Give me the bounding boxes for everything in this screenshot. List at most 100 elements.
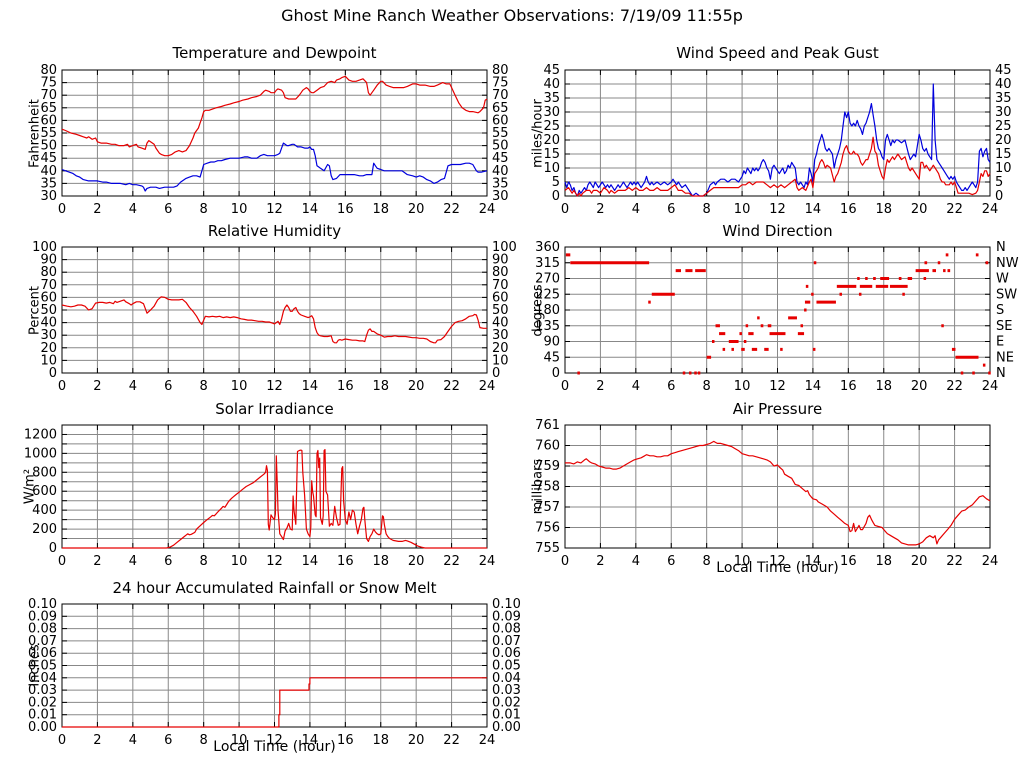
svg-text:70: 70 (40, 278, 57, 293)
svg-text:12: 12 (266, 733, 283, 748)
svg-text:20: 20 (911, 202, 928, 217)
svg-text:18: 18 (875, 554, 892, 569)
svg-text:65: 65 (40, 101, 57, 116)
svg-text:12: 12 (266, 554, 283, 569)
svg-text:12: 12 (769, 202, 786, 217)
svg-text:N: N (996, 240, 1006, 255)
svg-text:4: 4 (129, 202, 137, 217)
x-axis-label-pressure: Local Time (hour) (716, 560, 839, 576)
svg-text:0.02: 0.02 (28, 695, 57, 710)
svg-text:0.00: 0.00 (492, 720, 521, 735)
svg-text:45: 45 (543, 63, 560, 78)
svg-text:35: 35 (543, 91, 560, 106)
svg-text:8: 8 (703, 554, 711, 569)
svg-text:2: 2 (93, 733, 101, 748)
svg-text:45: 45 (543, 350, 560, 365)
svg-text:0.08: 0.08 (28, 622, 57, 637)
svg-text:65: 65 (492, 101, 509, 116)
svg-text:14: 14 (805, 202, 822, 217)
svg-text:10: 10 (995, 161, 1012, 176)
svg-text:6: 6 (164, 733, 172, 748)
svg-text:55: 55 (40, 126, 57, 141)
svg-text:20: 20 (911, 554, 928, 569)
svg-text:12: 12 (769, 379, 786, 394)
svg-text:16: 16 (337, 554, 354, 569)
svg-text:14: 14 (805, 554, 822, 569)
svg-text:24: 24 (479, 202, 496, 217)
svg-text:14: 14 (805, 379, 822, 394)
svg-text:0: 0 (58, 733, 66, 748)
svg-text:22: 22 (443, 202, 460, 217)
svg-text:45: 45 (40, 151, 57, 166)
svg-text:0.01: 0.01 (492, 708, 521, 723)
svg-text:0.10: 0.10 (28, 597, 57, 612)
svg-text:12: 12 (769, 554, 786, 569)
svg-text:8: 8 (703, 379, 711, 394)
svg-text:22: 22 (946, 202, 963, 217)
svg-text:800: 800 (32, 465, 57, 480)
svg-text:40: 40 (40, 316, 57, 331)
svg-text:18: 18 (875, 202, 892, 217)
svg-text:0.05: 0.05 (492, 659, 521, 674)
chart-title-humidity: Relative Humidity (207, 222, 342, 240)
svg-text:35: 35 (40, 176, 57, 191)
svg-text:0.06: 0.06 (492, 646, 521, 661)
svg-text:35: 35 (492, 176, 509, 191)
svg-text:8: 8 (200, 554, 208, 569)
svg-text:225: 225 (535, 287, 560, 302)
svg-text:24: 24 (982, 554, 999, 569)
svg-text:20: 20 (40, 341, 57, 356)
svg-text:0.08: 0.08 (492, 622, 521, 637)
solar-irradiance-chart: 0 2 4 6 8 10 12 14 16 18 20 22 240200400600800100012… (24, 424, 495, 569)
svg-text:22: 22 (443, 379, 460, 394)
svg-text:4: 4 (129, 379, 137, 394)
svg-text:16: 16 (337, 733, 354, 748)
svg-text:15: 15 (995, 147, 1012, 162)
svg-text:0.05: 0.05 (28, 659, 57, 674)
svg-text:10: 10 (231, 202, 248, 217)
svg-text:55: 55 (492, 126, 509, 141)
svg-text:0.09: 0.09 (492, 609, 521, 624)
svg-text:20: 20 (408, 379, 425, 394)
svg-text:0.09: 0.09 (28, 609, 57, 624)
svg-text:30: 30 (40, 328, 57, 343)
svg-text:759: 759 (535, 459, 560, 474)
svg-text:600: 600 (32, 484, 57, 499)
svg-text:NE: NE (996, 350, 1014, 365)
svg-text:30: 30 (492, 328, 509, 343)
svg-text:30: 30 (492, 189, 509, 204)
svg-text:0.00: 0.00 (28, 720, 57, 735)
svg-text:24: 24 (479, 733, 496, 748)
svg-text:0.07: 0.07 (28, 634, 57, 649)
svg-text:18: 18 (372, 733, 389, 748)
svg-text:SW: SW (996, 287, 1017, 302)
svg-text:5: 5 (995, 175, 1003, 190)
svg-text:20: 20 (408, 554, 425, 569)
svg-text:0: 0 (58, 202, 66, 217)
svg-text:45: 45 (492, 151, 509, 166)
svg-text:10: 10 (734, 379, 751, 394)
svg-text:20: 20 (995, 133, 1012, 148)
svg-text:80: 80 (492, 63, 509, 78)
svg-text:24: 24 (479, 379, 496, 394)
svg-text:761: 761 (535, 418, 560, 433)
chart-title-rainfall: 24 hour Accumulated Rainfall or Snow Mel… (112, 579, 437, 597)
svg-text:16: 16 (840, 202, 857, 217)
svg-text:80: 80 (40, 63, 57, 78)
svg-text:20: 20 (543, 133, 560, 148)
svg-text:400: 400 (32, 503, 57, 518)
svg-text:0.07: 0.07 (492, 634, 521, 649)
svg-text:10: 10 (734, 202, 751, 217)
svg-text:5: 5 (552, 175, 560, 190)
svg-text:18: 18 (372, 379, 389, 394)
svg-text:0: 0 (561, 202, 569, 217)
svg-text:22: 22 (443, 554, 460, 569)
svg-text:30: 30 (995, 105, 1012, 120)
svg-text:0.06: 0.06 (28, 646, 57, 661)
svg-text:360: 360 (535, 240, 560, 255)
svg-text:16: 16 (337, 379, 354, 394)
svg-text:10: 10 (231, 554, 248, 569)
svg-text:0.01: 0.01 (28, 708, 57, 723)
